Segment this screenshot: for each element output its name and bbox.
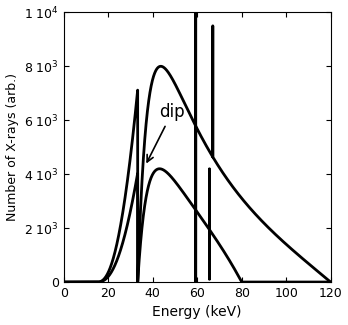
- X-axis label: Energy (keV): Energy (keV): [152, 306, 242, 319]
- Text: dip: dip: [147, 103, 185, 162]
- Y-axis label: Number of X-rays (arb.): Number of X-rays (arb.): [6, 73, 18, 221]
